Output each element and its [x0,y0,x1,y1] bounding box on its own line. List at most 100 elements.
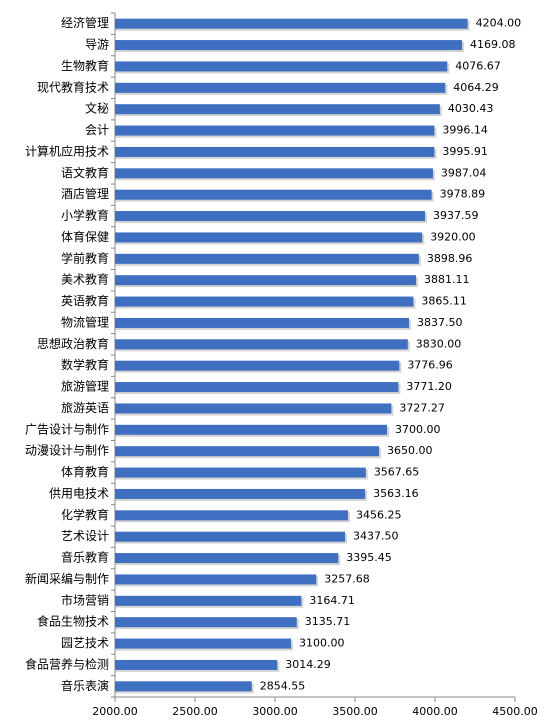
value-label: 3395.45 [346,551,392,564]
bar [115,317,409,328]
value-label: 3881.11 [424,273,470,286]
value-label: 4076.67 [455,59,501,72]
bar [115,659,278,670]
x-tick-label: 2500.00 [172,705,218,718]
bar [115,339,408,350]
x-tick-label: 3000.00 [252,705,298,718]
y-tick-label: 供用电技术 [49,486,109,500]
value-label: 4204.00 [476,17,522,30]
y-tick-label: 导游 [85,38,109,52]
bar [115,617,297,628]
bar [115,104,440,115]
bar [115,510,348,521]
y-tick-label: 物流管理 [61,314,109,329]
value-label: 2854.55 [260,679,306,692]
value-label: 3727.27 [399,401,445,414]
y-tick-label: 会计 [85,123,109,137]
y-tick-label: 学前教育 [61,250,109,265]
x-tick-label: 2000.00 [92,705,138,718]
bar [115,125,435,136]
y-tick-label: 新闻采编与制作 [25,571,109,586]
bar [115,40,463,51]
value-label: 3978.89 [440,188,486,201]
bar [115,253,419,264]
y-tick-label: 食品生物技术 [37,614,109,629]
bar [115,446,379,457]
y-tick-label: 广告设计与制作 [25,422,109,436]
y-tick-label: 思想政治教育 [37,336,109,351]
value-label: 3987.04 [441,166,487,179]
y-tick-label: 艺术设计 [61,529,109,543]
value-label: 4064.29 [453,81,499,94]
y-tick-label: 美术教育 [61,272,109,287]
x-tick-label: 3500.00 [332,705,378,718]
y-tick-label: 音乐教育 [61,550,109,565]
value-label: 3700.00 [395,423,441,436]
y-tick-label: 计算机应用技术 [25,143,109,158]
y-tick-label: 酒店管理 [61,186,109,201]
y-tick-label: 食品营养与检测 [25,656,109,671]
bar [115,638,291,649]
bar [115,189,432,200]
value-label: 3996.14 [442,124,488,137]
bar [115,467,366,478]
y-tick-label: 语文教育 [61,165,109,180]
y-tick-label: 旅游管理 [61,379,109,394]
y-tick-label: 英语教育 [61,293,109,308]
bar [115,574,317,585]
value-label: 3567.65 [374,466,420,479]
value-label: 3837.50 [417,316,463,329]
value-label: 3830.00 [416,337,462,350]
value-label: 3164.71 [309,594,355,607]
x-tick-label: 4500.00 [492,705,538,718]
bar [115,424,387,435]
value-label: 3865.11 [421,295,467,308]
bar [115,61,448,72]
value-label: 3135.71 [305,615,351,628]
bar [115,275,416,286]
bar [115,382,399,393]
value-label: 3776.96 [407,359,453,372]
y-tick-label: 旅游英语 [61,401,109,415]
value-label: 4169.08 [470,38,516,51]
bar [115,681,252,692]
y-tick-label: 体育保健 [61,229,109,244]
bar [115,488,366,499]
bar [115,18,468,29]
bar [115,531,345,542]
y-tick-label: 数学教育 [61,357,109,372]
y-tick-label: 体育教育 [61,464,109,479]
y-tick-label: 化学教育 [61,507,109,522]
y-tick-label: 市场营销 [61,592,109,607]
bar [115,403,392,414]
bar [115,211,426,222]
y-tick-label: 文秘 [85,101,109,116]
bar [115,553,339,564]
value-label: 3563.16 [373,487,419,500]
y-tick-label: 园艺技术 [61,636,109,650]
y-tick-label: 经济管理 [61,15,109,30]
value-label: 3456.25 [356,508,402,521]
bar [115,82,446,93]
value-label: 3937.59 [433,209,479,222]
bar [115,146,435,157]
bar [115,296,414,307]
y-tick-label: 小学教育 [61,208,109,223]
value-label: 3898.96 [427,252,473,265]
bar [115,168,433,179]
value-label: 3437.50 [353,530,399,543]
y-tick-label: 生物教育 [61,58,109,73]
x-tick-label: 4000.00 [412,705,458,718]
value-label: 3995.91 [442,145,488,158]
value-label: 3771.20 [406,380,452,393]
value-label: 3257.68 [324,572,370,585]
value-label: 4030.43 [448,102,494,115]
y-tick-label: 现代教育技术 [37,79,109,94]
value-label: 3014.29 [285,658,331,671]
value-label: 3650.00 [387,444,433,457]
y-tick-label: 音乐表演 [61,678,109,693]
bar [115,360,400,371]
value-label: 3100.00 [299,637,345,650]
